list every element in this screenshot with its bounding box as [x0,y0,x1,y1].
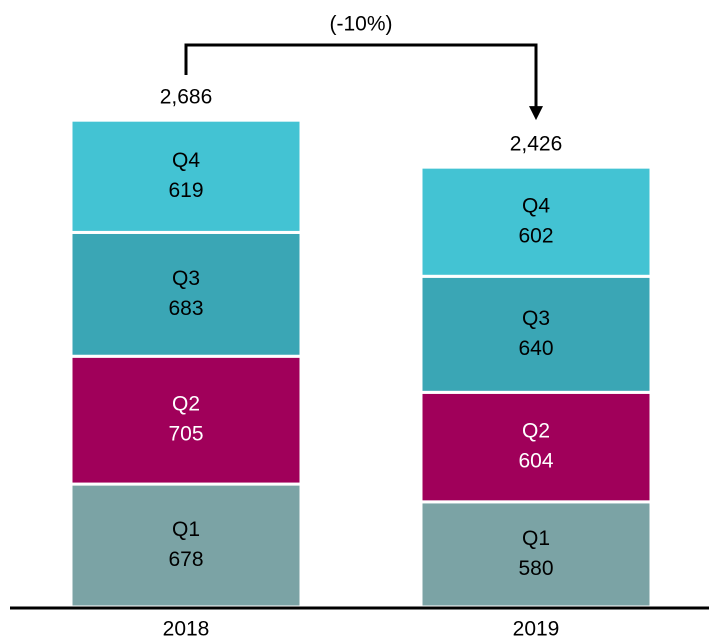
segment-name: Q2 [522,420,550,443]
bar-segment [419,274,653,394]
x-tick-label: 2019 [513,618,560,641]
segment-value: 705 [168,423,203,446]
segment-name: Q1 [172,518,200,541]
segment-name: Q4 [522,194,550,217]
segment-value: 604 [518,450,553,473]
segment-name: Q3 [522,307,550,330]
segment-value: 619 [168,179,203,202]
total-label: 2,686 [160,86,213,109]
segment-value: 580 [518,557,553,580]
bar-segment [419,500,653,609]
bar-segment [419,390,653,504]
segment-name: Q1 [522,527,550,550]
bar-segment [69,482,303,609]
bar-segment [69,118,303,234]
total-label: 2,426 [510,133,563,156]
bar-segment [69,230,303,358]
segment-name: Q3 [172,267,200,290]
change-annotation: (-10%) [329,13,392,36]
segment-value: 640 [518,337,553,360]
segment-name: Q4 [172,149,200,172]
bar-segment [69,354,303,486]
bar-segment [419,165,653,278]
arrow-head [529,106,543,121]
segment-value: 678 [168,548,203,571]
change-bracket [184,43,538,109]
x-tick-label: 2018 [163,618,210,641]
segment-name: Q2 [172,393,200,416]
segment-value: 683 [168,297,203,320]
segment-value: 602 [518,224,553,247]
